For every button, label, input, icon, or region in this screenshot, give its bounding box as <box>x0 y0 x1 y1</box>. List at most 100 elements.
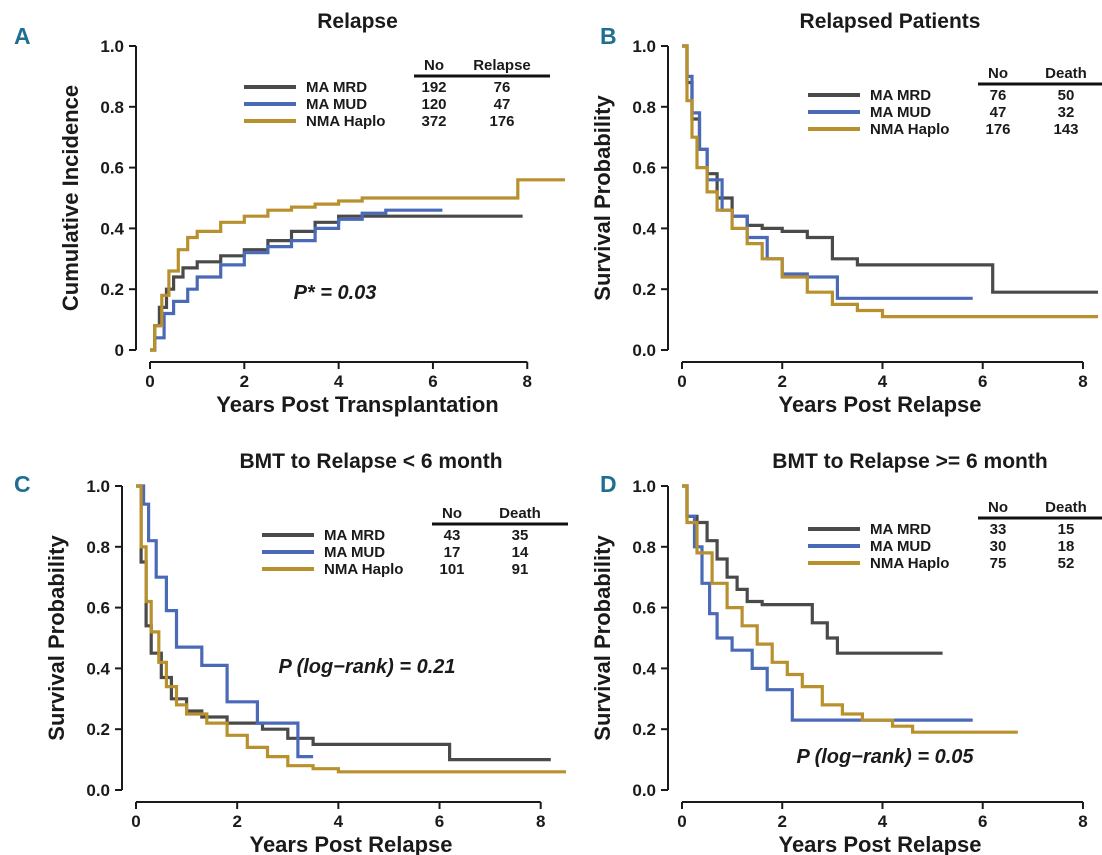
legend-series-name: MA MRD <box>870 521 931 538</box>
axes <box>129 45 529 369</box>
x-tick-label: 4 <box>878 812 888 831</box>
legend-n: 47 <box>990 104 1007 121</box>
legend-events: 15 <box>1058 521 1075 538</box>
panel-d: D BMT to Relapse >= 6 month 0 2 4 6 8 0.0 0.2 0.4… <box>590 450 1102 855</box>
y-tick-label: 0.8 <box>100 98 124 117</box>
legend-series-name: MA MRD <box>870 87 931 104</box>
x-tick-label: 0 <box>677 372 686 391</box>
p-value-annotation: P* = 0.03 <box>294 282 377 304</box>
y-tick-label: 1.0 <box>86 477 110 496</box>
x-tick-label: 6 <box>978 372 987 391</box>
legend-n: 75 <box>990 555 1007 572</box>
chart-title: Relapse <box>317 10 398 33</box>
x-axis-label: Years Post Relapse <box>778 392 981 417</box>
x-tick-label: 8 <box>536 812 545 831</box>
y-axis-label: Survival Probability <box>44 535 69 741</box>
y-tick-label: 0.4 <box>632 659 656 678</box>
x-axis-label: Years Post Relapse <box>778 832 981 855</box>
panel-letter: D <box>600 471 617 497</box>
series-line-nma-haplo <box>150 178 565 352</box>
y-tick-label: 0.2 <box>86 720 110 739</box>
legend-series-name: NMA Haplo <box>870 555 949 572</box>
panel-b: B Relapsed Patients 0 2 4 6 8 0.0 0.2 0.4 0.6 0.8 1.… <box>590 10 1102 417</box>
chart-title: BMT to Relapse >= 6 month <box>772 450 1047 473</box>
x-tick-label: 4 <box>878 372 888 391</box>
y-axis-label: Survival Probability <box>590 535 615 741</box>
legend-header-no: No <box>988 499 1008 516</box>
x-tick-label: 6 <box>428 372 437 391</box>
x-tick-label: 4 <box>334 372 344 391</box>
chart-title: Relapsed Patients <box>800 10 981 33</box>
y-tick-label: 0.8 <box>86 538 110 557</box>
chart-title: BMT to Relapse < 6 month <box>239 450 502 473</box>
legend-header-no: No <box>424 57 444 74</box>
axes <box>115 485 542 809</box>
panel-letter: B <box>600 23 617 49</box>
y-tick-label: 0.4 <box>86 659 110 678</box>
series-line-ma-mud <box>136 484 314 759</box>
x-tick-label: 4 <box>334 812 344 831</box>
x-tick-label: 2 <box>778 812 787 831</box>
legend-events: 143 <box>1053 121 1078 138</box>
legend: No Death MA MRD 33 15 MA MUD 30 18 NMA Haplo 75 52 <box>808 499 1102 572</box>
legend-series-name: MA MUD <box>324 544 385 561</box>
legend-n: 192 <box>421 79 446 96</box>
legend: No Death MA MRD 43 35 MA MUD 17 14 NMA Haplo 101 9… <box>262 505 568 578</box>
legend-header-events: Relapse <box>473 57 531 74</box>
y-axis-label: Cumulative Incidence <box>58 85 83 311</box>
legend-series-name: MA MUD <box>306 96 367 113</box>
series-line-ma-mud <box>682 44 973 300</box>
x-tick-label: 0 <box>131 812 140 831</box>
y-tick-label: 0.4 <box>632 219 656 238</box>
legend-n: 176 <box>985 121 1010 138</box>
legend-header-no: No <box>988 65 1008 82</box>
legend-events: 18 <box>1058 538 1075 555</box>
x-tick-label: 6 <box>978 812 987 831</box>
x-tick-label: 8 <box>523 372 532 391</box>
legend-n: 372 <box>421 113 446 130</box>
legend-n: 120 <box>421 96 446 113</box>
x-tick-label: 2 <box>778 372 787 391</box>
legend-events: 91 <box>512 561 529 578</box>
legend-series-name: NMA Haplo <box>870 121 949 138</box>
y-tick-label: 0.0 <box>86 781 110 800</box>
y-tick-label: 0.4 <box>100 219 124 238</box>
series-line-nma-haplo <box>136 484 566 774</box>
x-tick-label: 2 <box>232 812 241 831</box>
x-tick-label: 0 <box>145 372 154 391</box>
legend-events: 52 <box>1058 555 1075 572</box>
axes <box>661 485 1084 809</box>
legend: No Relapse MA MRD 192 76 MA MUD 120 47 NMA Haplo… <box>244 57 550 130</box>
y-tick-label: 0 <box>115 341 124 360</box>
x-tick-label: 6 <box>435 812 444 831</box>
legend-series-name: MA MRD <box>306 79 367 96</box>
y-tick-label: 0.6 <box>632 159 656 178</box>
legend-series-name: NMA Haplo <box>306 113 385 130</box>
legend-events: 14 <box>512 544 529 561</box>
series-line-ma-mud <box>682 484 973 722</box>
y-tick-label: 0.6 <box>86 599 110 618</box>
panel-letter: C <box>14 471 31 497</box>
y-tick-label: 0.6 <box>632 599 656 618</box>
p-value-annotation: P (log−rank) = 0.21 <box>278 656 455 678</box>
legend-series-name: MA MUD <box>870 538 931 555</box>
y-tick-label: 1.0 <box>100 37 124 56</box>
axes <box>661 45 1084 369</box>
y-tick-label: 0.2 <box>632 280 656 299</box>
legend-header-events: Death <box>1045 499 1087 516</box>
series-line-ma-mrd <box>682 484 943 655</box>
x-tick-label: 2 <box>240 372 249 391</box>
series-line-nma-haplo <box>682 484 1018 734</box>
y-tick-label: 1.0 <box>632 477 656 496</box>
legend-n: 101 <box>439 561 464 578</box>
x-axis-label: Years Post Transplantation <box>216 392 498 417</box>
y-axis-label: Survival Probability <box>590 95 615 301</box>
p-value-annotation: P (log−rank) = 0.05 <box>796 746 974 768</box>
y-tick-label: 0.2 <box>100 280 124 299</box>
y-tick-label: 0.2 <box>632 720 656 739</box>
legend-header-no: No <box>442 505 462 522</box>
legend-header-events: Death <box>499 505 541 522</box>
y-tick-label: 0.0 <box>632 341 656 360</box>
legend-n: 33 <box>990 521 1007 538</box>
